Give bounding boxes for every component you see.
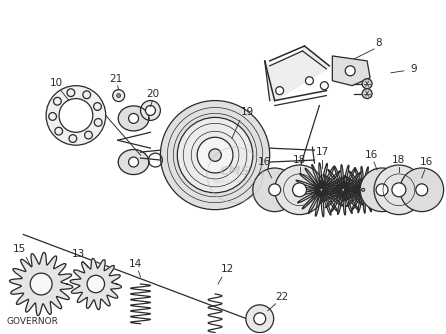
Circle shape [362, 188, 364, 191]
Circle shape [345, 66, 355, 76]
Polygon shape [294, 163, 348, 217]
Text: 17: 17 [316, 147, 329, 157]
Text: 18: 18 [293, 155, 306, 165]
Circle shape [400, 168, 444, 212]
Text: 16: 16 [420, 157, 434, 167]
Circle shape [128, 157, 139, 167]
Text: 9: 9 [410, 64, 417, 74]
Text: 16: 16 [364, 150, 378, 160]
Circle shape [197, 137, 233, 173]
Polygon shape [340, 166, 387, 213]
Polygon shape [70, 259, 121, 310]
Text: 10: 10 [50, 78, 62, 88]
Circle shape [59, 99, 93, 132]
Text: 22: 22 [275, 292, 288, 302]
Circle shape [246, 305, 274, 333]
Polygon shape [265, 46, 329, 101]
Circle shape [293, 183, 306, 197]
Text: 18: 18 [392, 155, 405, 165]
Circle shape [416, 184, 428, 196]
Text: CMS: CMS [219, 165, 250, 178]
Circle shape [306, 77, 314, 85]
Circle shape [362, 79, 372, 89]
Circle shape [374, 165, 424, 215]
Circle shape [30, 273, 52, 295]
Text: 8: 8 [376, 38, 382, 48]
Text: 15: 15 [12, 244, 26, 254]
Polygon shape [318, 165, 368, 215]
Circle shape [209, 149, 221, 161]
Text: 13: 13 [72, 249, 86, 259]
Circle shape [128, 114, 139, 123]
Circle shape [392, 183, 406, 197]
Circle shape [320, 82, 328, 90]
Text: 16: 16 [258, 157, 271, 167]
Circle shape [360, 168, 404, 212]
Text: GOVERNOR: GOVERNOR [6, 317, 58, 326]
Circle shape [253, 168, 297, 212]
Polygon shape [118, 106, 149, 131]
Circle shape [275, 165, 324, 215]
Circle shape [268, 184, 281, 196]
Text: 21: 21 [109, 74, 122, 84]
Circle shape [87, 275, 104, 293]
Circle shape [46, 86, 106, 145]
Circle shape [320, 188, 323, 191]
Circle shape [161, 101, 270, 210]
Text: 12: 12 [220, 264, 234, 274]
Polygon shape [332, 56, 370, 86]
Circle shape [140, 101, 161, 120]
Circle shape [276, 87, 284, 95]
Circle shape [254, 313, 266, 325]
Circle shape [117, 94, 120, 98]
Text: 19: 19 [241, 108, 255, 118]
Circle shape [376, 184, 388, 196]
Polygon shape [118, 150, 149, 175]
Text: 14: 14 [129, 259, 142, 269]
Circle shape [145, 106, 155, 116]
Circle shape [178, 118, 253, 193]
Circle shape [113, 90, 124, 102]
Circle shape [362, 89, 372, 99]
Polygon shape [9, 253, 73, 316]
Text: 20: 20 [146, 89, 159, 99]
Circle shape [342, 188, 345, 191]
Text: www.cmsnl.com: www.cmsnl.com [213, 179, 257, 184]
